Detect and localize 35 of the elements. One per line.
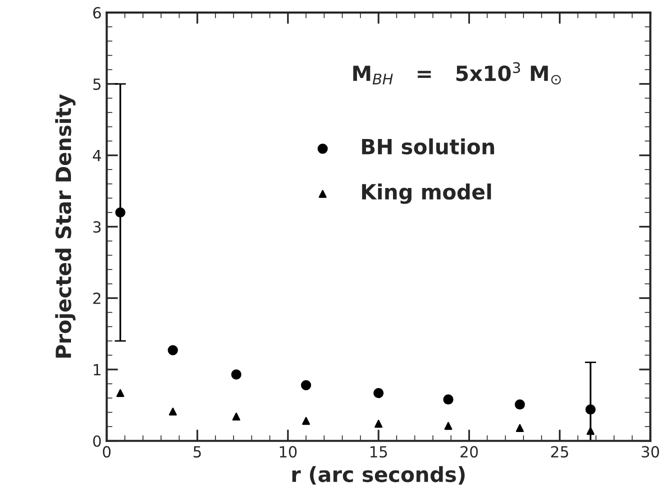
x-tick-label: 0 xyxy=(102,446,111,458)
y-tick-label: 4 xyxy=(92,150,101,162)
point xyxy=(168,408,177,416)
point xyxy=(231,369,242,380)
point xyxy=(116,389,124,397)
x-tick-label: 15 xyxy=(370,446,387,458)
y-axis-title: Projected Star Density xyxy=(55,94,76,358)
point xyxy=(586,426,594,435)
legend-label: BH solution xyxy=(362,138,494,154)
point xyxy=(115,207,126,218)
point xyxy=(585,404,596,415)
point xyxy=(232,412,240,421)
point xyxy=(374,420,382,428)
point xyxy=(514,399,525,410)
x-tick-label: 5 xyxy=(194,446,201,458)
point xyxy=(300,380,312,390)
x-axis-title: r (arc seconds) xyxy=(292,466,465,485)
legend-label: King model xyxy=(362,184,491,204)
y-tick-label: 5 xyxy=(93,78,101,90)
point xyxy=(302,416,310,425)
x-tick-label: 30 xyxy=(642,446,660,458)
point xyxy=(444,422,452,430)
y-tick-label: 1 xyxy=(94,364,100,376)
x-tick-label: 20 xyxy=(460,446,478,458)
point xyxy=(373,388,384,398)
y-tick-label: 6 xyxy=(93,6,101,19)
y-tick-label: 3 xyxy=(93,221,101,233)
point xyxy=(443,394,454,405)
y-tick-label: 2 xyxy=(93,292,100,304)
text: M$_{BH}$ = 5x10$^{3}$ M$_{⊙}$ xyxy=(353,62,561,85)
point xyxy=(516,424,524,432)
point xyxy=(168,345,178,356)
x-tick-label: 10 xyxy=(280,446,297,458)
x-tick-label: 25 xyxy=(551,446,568,458)
y-tick-label: 0 xyxy=(93,435,101,447)
